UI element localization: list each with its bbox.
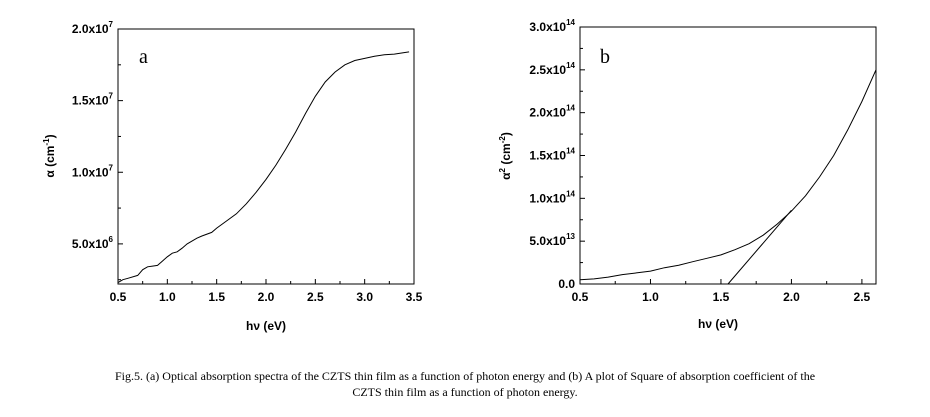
panel-a-y-tick-label: 1.0x107 — [72, 163, 114, 179]
panel-a-y-label-base: α (cm — [43, 146, 57, 178]
panel-a-tick-labels: 0.5 1.0 1.5 2.0 2.5 3.0 3.5 5.0x106 1.0x107 1.5x1… — [72, 20, 423, 304]
panel-a-y-axis-label: α (cm-1) — [42, 134, 57, 177]
panel-b-y-axis-label: α2 (cm-2) — [498, 132, 513, 180]
panel-a-ticks — [117, 28, 415, 284]
panel-b-plot-frame — [579, 26, 877, 285]
panel-a-x-tick-label: 1.5 — [208, 290, 225, 304]
panel-b-x-tick-label: 1.0 — [642, 290, 659, 304]
panel-a-x-axis-label: hν (eV) — [246, 319, 286, 333]
panel-b-x-tick-label: 0.5 — [572, 290, 589, 304]
figure-caption: Fig.5. (a) Optical absorption spectra of… — [0, 368, 930, 400]
panel-a-series-alpha — [117, 51, 410, 284]
panel-a-y-label-tail: ) — [43, 134, 57, 138]
panel-a-chart: 0.5 1.0 1.5 2.0 2.5 3.0 3.5 5.0x106 1.0x107 1.5x1… — [42, 20, 423, 333]
panel-a-x-tick-label: 2.0 — [258, 290, 275, 304]
panel-b-series-linear-fit — [727, 209, 792, 285]
panel-b-y-label-sup1: 2 — [498, 167, 507, 172]
panel-a-y-tick-label: 2.0x107 — [72, 20, 114, 36]
panel-a-y-tick-label: 5.0x106 — [72, 235, 114, 251]
panel-b-y-label-sup2: -2 — [498, 136, 507, 144]
panel-b-tick-labels: 0.5 1.0 1.5 2.0 2.5 0.0 5.0x1013 1.0x1014 1.5x10… — [529, 18, 870, 304]
panel-a-x-tick-label: 3.5 — [406, 290, 423, 304]
panel-a-y-label-sup: -1 — [42, 138, 51, 146]
panel-a-letter: a — [139, 46, 148, 68]
panel-a-y-tick-label: 1.5x107 — [72, 92, 114, 108]
panel-b-y-tick-label: 1.5x1014 — [529, 147, 575, 163]
panel-b-y-tick-label: 1.0x1014 — [529, 189, 575, 205]
panel-b-y-label-mid: (cm — [499, 143, 513, 168]
panel-b-y-tick-label: 3.0x1014 — [529, 18, 575, 34]
panel-a-x-tick-label: 3.0 — [356, 290, 373, 304]
panel-b-series-alpha-squared — [579, 69, 877, 281]
panel-a-plot-frame — [117, 28, 415, 285]
panel-b-y-tick-label: 5.0x1013 — [529, 232, 575, 248]
panel-b-y-label-base: α — [499, 172, 513, 180]
panel-b-x-tick-label: 2.0 — [783, 290, 800, 304]
panel-b-y-tick-label: 2.0x1014 — [529, 104, 575, 120]
panel-b-series — [579, 69, 877, 285]
caption-line-1: Fig.5. (a) Optical absorption spectra of… — [114, 369, 816, 383]
caption-line-2: CZTS thin film as a function of photon e… — [352, 385, 578, 399]
panel-b-x-tick-label: 2.5 — [854, 290, 871, 304]
panel-b-x-tick-label: 1.5 — [713, 290, 730, 304]
panel-b-y-tick-label: 2.5x1014 — [529, 61, 575, 77]
panel-b-letter: b — [600, 46, 610, 68]
panel-a-x-tick-label: 0.5 — [110, 290, 127, 304]
panel-b-x-axis-label: hν (eV) — [698, 317, 738, 331]
panel-a-x-tick-label: 1.0 — [159, 290, 176, 304]
panel-a-x-tick-label: 2.5 — [307, 290, 324, 304]
panel-a-series — [117, 51, 410, 284]
panel-b-y-label-tail: ) — [499, 132, 513, 136]
panel-b-ticks — [579, 26, 863, 285]
panel-b-chart: 0.5 1.0 1.5 2.0 2.5 0.0 5.0x1013 1.0x1014 1.5x10… — [498, 18, 877, 331]
panel-b-y-tick-label: 0.0 — [558, 277, 575, 291]
